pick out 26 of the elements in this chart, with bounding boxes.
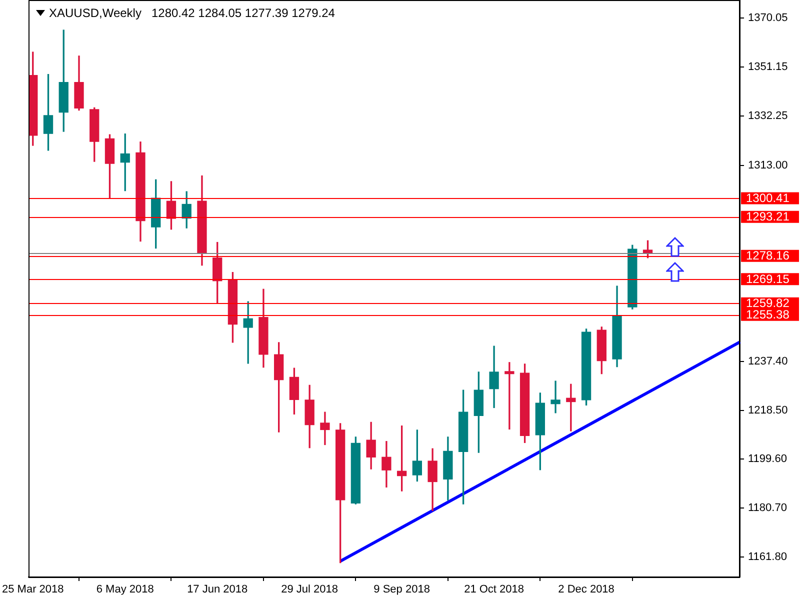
- text: XAUUSD,Weekly: [49, 6, 142, 20]
- x-tick-label: 9 Sep 2018: [374, 584, 430, 596]
- text: 1280.42 1284.05 1277.39 1279.24: [151, 6, 335, 20]
- ref-line-label: 1300.41: [746, 191, 790, 206]
- x-tick-label: 2 Dec 2018: [558, 584, 614, 596]
- y-tick-label: 1351.15: [748, 60, 788, 73]
- y-tick-label: 1332.25: [748, 110, 788, 122]
- y-tick-label: 1161.80: [748, 551, 787, 564]
- y-tick-label: 1313.00: [748, 160, 788, 172]
- ref-line-label: 1259.82: [746, 296, 790, 310]
- x-tick-label: 25 Mar 2018: [2, 584, 64, 596]
- y-tick-label: 1237.40: [748, 355, 788, 368]
- candlestick: [550, 380, 560, 414]
- y-tick-label: 1199.60: [748, 453, 787, 466]
- y-tick-label: 1218.50: [748, 404, 788, 416]
- y-tick-label: 1180.70: [748, 502, 787, 514]
- x-tick-label: 6 May 2018: [96, 584, 154, 596]
- y-tick-label: 1370.05: [748, 12, 788, 24]
- x-tick-label: 21 Oct 2018: [464, 584, 524, 596]
- candlestick: [320, 412, 330, 446]
- ref-line-label: 1255.38: [746, 308, 790, 322]
- x-tick-label: 17 Jun 2018: [187, 584, 248, 596]
- ref-line-label: 1293.21: [746, 210, 790, 224]
- x-tick-label: 29 Jul 2018: [281, 584, 338, 596]
- ref-line-label: 1269.15: [746, 272, 790, 286]
- ref-line-label: 1278.16: [746, 248, 790, 263]
